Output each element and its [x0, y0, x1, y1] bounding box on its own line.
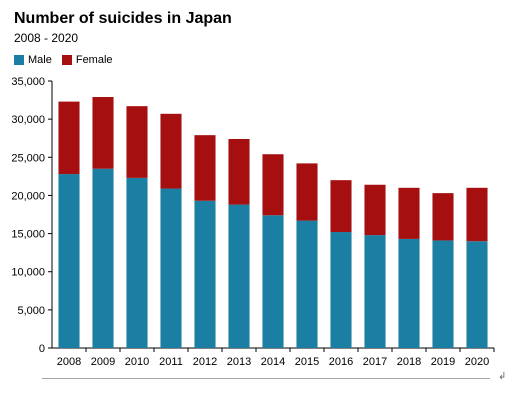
bar-female-2015: [296, 163, 318, 221]
bar-male-2014: [262, 215, 284, 348]
bar-male-2017: [364, 235, 386, 348]
y-tick-label: 15,000: [11, 229, 45, 241]
return-icon: ↲: [498, 371, 507, 382]
x-tick-label: 2016: [329, 356, 353, 368]
legend: Male Female: [14, 54, 113, 66]
divider: [42, 378, 490, 379]
x-tick-label: 2015: [295, 356, 319, 368]
chart-subtitle: 2008 - 2020: [14, 31, 79, 45]
bar-female-2019: [432, 193, 454, 241]
bar-female-2016: [330, 180, 352, 233]
bar-male-2013: [228, 204, 250, 348]
legend-swatch-male: [14, 55, 24, 65]
bar-male-2018: [398, 238, 420, 348]
chart-title: Number of suicides in Japan: [14, 10, 232, 27]
y-tick-label: 30,000: [11, 114, 45, 126]
bar-female-2009: [92, 97, 114, 169]
x-tick-label: 2009: [91, 356, 115, 368]
legend-label-female: Female: [75, 54, 113, 66]
bar-male-2015: [296, 220, 318, 348]
bar-male-2009: [92, 168, 114, 348]
bar-female-2008: [58, 101, 80, 175]
bar-male-2019: [432, 240, 454, 348]
x-tick-label: 2014: [261, 356, 285, 368]
bar-male-2008: [58, 174, 80, 348]
y-tick-label: 20,000: [11, 190, 45, 202]
bar-female-2020: [466, 187, 488, 242]
y-tick-label: 25,000: [11, 152, 45, 164]
bar-female-2018: [398, 187, 420, 239]
bar-male-2020: [466, 241, 488, 348]
x-tick-label: 2011: [159, 356, 183, 368]
bar-female-2017: [364, 184, 386, 236]
x-tick-label: 2020: [465, 356, 489, 368]
bar-female-2013: [228, 138, 250, 205]
legend-item-female: Female: [61, 54, 113, 66]
bar-female-2010: [126, 106, 148, 178]
legend-swatch-female: [61, 55, 72, 65]
bar-female-2011: [160, 113, 182, 189]
bar-male-2011: [160, 188, 182, 348]
bar-male-2010: [126, 177, 148, 348]
bar-male-2016: [330, 232, 352, 348]
bar-female-2012: [194, 135, 216, 201]
x-tick-label: 2017: [363, 356, 387, 368]
legend-label-male: Male: [28, 54, 52, 66]
y-tick-label: 5,000: [17, 305, 45, 317]
y-tick-label: 0: [39, 343, 45, 355]
y-tick-label: 10,000: [11, 267, 45, 279]
x-tick-label: 2013: [227, 356, 251, 368]
x-tick-label: 2008: [57, 356, 81, 368]
x-tick-label: 2010: [125, 356, 149, 368]
x-tick-label: 2012: [193, 356, 217, 368]
x-tick-label: 2018: [397, 356, 421, 368]
bar-female-2014: [262, 154, 284, 216]
y-tick-label: 35,000: [11, 76, 45, 88]
legend-item-male: Male: [14, 54, 52, 66]
x-tick-label: 2019: [431, 356, 455, 368]
bar-male-2012: [194, 200, 216, 348]
